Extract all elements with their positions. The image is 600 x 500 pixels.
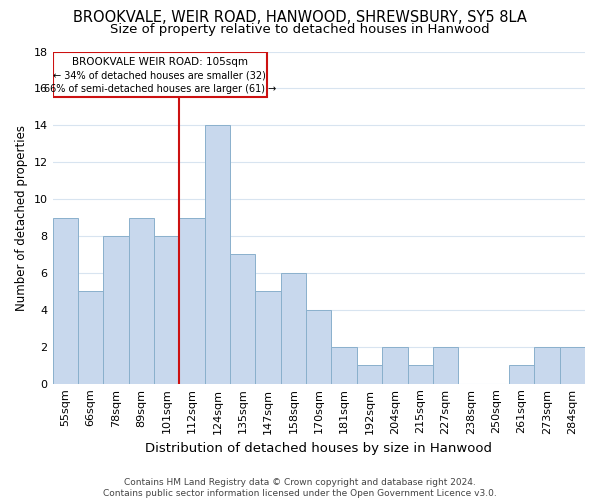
Y-axis label: Number of detached properties: Number of detached properties — [15, 124, 28, 310]
Bar — [230, 254, 256, 384]
Text: Contains HM Land Registry data © Crown copyright and database right 2024.
Contai: Contains HM Land Registry data © Crown c… — [103, 478, 497, 498]
Text: 66% of semi-detached houses are larger (61) →: 66% of semi-detached houses are larger (… — [44, 84, 276, 94]
Text: Size of property relative to detached houses in Hanwood: Size of property relative to detached ho… — [110, 22, 490, 36]
Bar — [509, 365, 534, 384]
Bar — [306, 310, 331, 384]
X-axis label: Distribution of detached houses by size in Hanwood: Distribution of detached houses by size … — [145, 442, 492, 455]
Bar — [281, 273, 306, 384]
Bar — [78, 292, 103, 384]
Bar — [179, 218, 205, 384]
Bar — [128, 218, 154, 384]
Bar — [53, 218, 78, 384]
Bar — [256, 292, 281, 384]
Text: ← 34% of detached houses are smaller (32): ← 34% of detached houses are smaller (32… — [53, 70, 266, 81]
Bar — [560, 347, 585, 384]
Bar — [433, 347, 458, 384]
Bar — [382, 347, 407, 384]
Bar — [103, 236, 128, 384]
Bar — [331, 347, 357, 384]
Text: BROOKVALE, WEIR ROAD, HANWOOD, SHREWSBURY, SY5 8LA: BROOKVALE, WEIR ROAD, HANWOOD, SHREWSBUR… — [73, 10, 527, 25]
Bar — [205, 126, 230, 384]
FancyBboxPatch shape — [53, 52, 267, 96]
Bar — [407, 365, 433, 384]
Bar — [534, 347, 560, 384]
Text: BROOKVALE WEIR ROAD: 105sqm: BROOKVALE WEIR ROAD: 105sqm — [71, 57, 248, 67]
Bar — [357, 365, 382, 384]
Bar — [154, 236, 179, 384]
